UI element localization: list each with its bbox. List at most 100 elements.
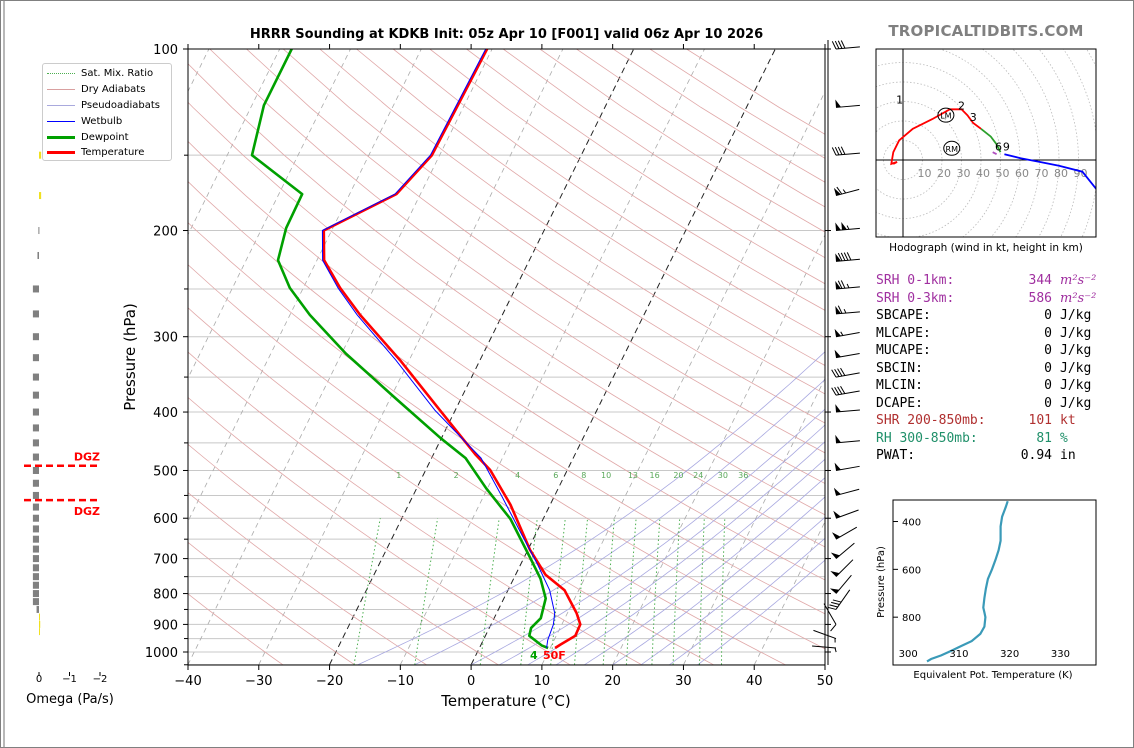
stat-unit: m²s⁻²	[1060, 290, 1097, 306]
sat-mix-ratio-line	[602, 518, 615, 665]
barb-staff	[812, 645, 837, 649]
sat-mix-ratio-line	[672, 518, 681, 665]
legend-label: Dewpoint	[81, 131, 129, 143]
pseudoadiabat-line	[470, 408, 825, 665]
stat-value: 586	[1028, 290, 1052, 306]
wind-barb	[835, 305, 860, 315]
mix-ratio-label: 13	[628, 471, 638, 480]
dry-adiabat-line	[188, 541, 355, 665]
y-tick-label: 800	[153, 588, 178, 603]
isotherm-line	[188, 49, 493, 665]
theta-e-y-axis-label: Pressure (hPa)	[876, 546, 887, 618]
legend-label: Temperature	[81, 147, 145, 159]
legend-item-dewpoint: Dewpoint	[43, 129, 171, 145]
omega-bar	[32, 564, 39, 572]
dry-adiabat-line	[319, 49, 825, 395]
wind-barb	[835, 434, 860, 444]
theta-e-y-tick-label: 800	[902, 613, 921, 624]
hodograph-height-label: 1	[896, 93, 903, 106]
stat-value: 101	[1028, 413, 1052, 428]
barb-full	[837, 386, 843, 395]
wind-barb	[829, 574, 852, 594]
wind-barb	[823, 603, 837, 632]
pseudoadiabat-line	[527, 441, 825, 665]
barb-staff	[835, 227, 860, 232]
barb-full	[846, 252, 852, 261]
x-tick-label: −10	[387, 674, 414, 689]
mix-ratio-label: 2	[454, 471, 459, 480]
hodograph-ring-label: 50	[996, 167, 1010, 180]
theta-e-panel: 300 310 320 330 400 600 800 Equivalent Pot. Tem…	[876, 499, 1097, 681]
hodograph-ring-label: 40	[976, 167, 990, 180]
barb-pennant	[834, 462, 841, 471]
pseudoadiabat-line	[697, 559, 825, 665]
pseudoadiabat-line	[584, 477, 825, 665]
omega-bar	[32, 439, 39, 447]
mix-ratio-label: 24	[693, 471, 703, 480]
hodograph-segment-9+km	[1004, 153, 1096, 191]
barb-pennant	[834, 328, 841, 337]
wind-barb	[833, 487, 860, 496]
barb-pennant	[835, 99, 841, 108]
hodograph-caption: Hodograph (wind in kt, height in km)	[889, 242, 1083, 254]
barb-pennant	[829, 588, 840, 594]
hodograph-plot-area: 10 20 30 40 50 60 70 80 90 1 23 6 9 LM RM	[876, 49, 1096, 237]
stat-unit: J/kg	[1060, 343, 1092, 358]
x-tick-label: 0	[467, 674, 475, 689]
stat-value: 0	[1044, 308, 1052, 323]
sat-mix-ratio-line	[550, 518, 566, 665]
barb-half	[846, 225, 850, 230]
legend-item-temperature: Temperature	[43, 145, 171, 161]
surface-temperature-label: 50F	[543, 649, 566, 662]
sat-mix-ratio-line	[721, 518, 726, 665]
hodograph-panel: 10 20 30 40 50 60 70 80 90 1 23 6 9 LM RM Hodograph (wi…	[875, 48, 1097, 254]
wind-barb	[830, 542, 855, 559]
pseudoadiabat-line	[357, 351, 825, 665]
hodograph-segment-6-9km	[992, 151, 998, 156]
legend-swatch	[47, 89, 75, 91]
omega-bar	[32, 535, 39, 543]
barb-full	[836, 186, 843, 195]
wind-barb	[831, 367, 860, 378]
hodograph-height-label: 3	[970, 111, 977, 124]
legend-label: Dry Adiabats	[81, 84, 146, 96]
legend-swatch	[47, 73, 75, 75]
dry-adiabat-line	[188, 140, 825, 581]
barb-pennant	[835, 253, 841, 262]
barb-full	[840, 385, 846, 394]
stat-unit: J/kg	[1060, 395, 1092, 411]
legend-label: Wetbulb	[81, 115, 123, 127]
wind-barb	[831, 385, 860, 396]
barb-staff	[835, 465, 860, 471]
barb-pennant	[834, 349, 841, 358]
stat-value: 0	[1044, 395, 1052, 411]
legend-item-sat-mix-ratio: Sat. Mix. Ratio	[43, 66, 171, 82]
barb-pennant	[835, 280, 841, 289]
barb-full	[829, 604, 838, 608]
dgz-label: DGZ	[74, 505, 100, 518]
wind-barb	[813, 629, 837, 643]
wind-barb	[827, 589, 851, 610]
y-axis-label: Pressure (hPa)	[121, 303, 139, 411]
storm-motion-rm-circle	[943, 140, 961, 156]
hodograph-ring-label: 20	[937, 167, 951, 180]
sat-mix-ratio-line	[699, 518, 705, 665]
dry-adiabat-line	[188, 63, 825, 516]
legend-label: Pseudoadiabats	[81, 99, 161, 111]
isotherm-line	[258, 49, 564, 665]
barb-full	[831, 601, 840, 606]
barb-pennant	[835, 222, 841, 231]
stat-label: SBCIN:	[876, 360, 923, 376]
pseudoadiabat-line	[669, 537, 825, 665]
barb-full	[834, 146, 840, 156]
dry-adiabat-line	[188, 351, 642, 665]
theta-e-x-tick-label: 300	[899, 649, 918, 660]
stat-value: 0	[1044, 378, 1052, 393]
dry-adiabat-line	[392, 49, 825, 339]
storm-motion-rm-label: RM	[946, 145, 959, 154]
stat-label: SBCAPE:	[876, 308, 931, 323]
theta-e-x-tick-label: 310	[949, 649, 968, 660]
barb-staff	[835, 589, 851, 610]
mix-ratio-label: 16	[650, 471, 660, 480]
wind-barb	[831, 40, 860, 50]
